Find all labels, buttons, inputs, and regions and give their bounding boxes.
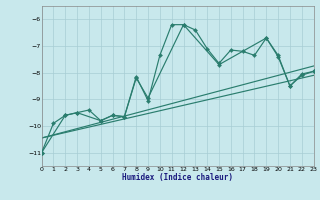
X-axis label: Humidex (Indice chaleur): Humidex (Indice chaleur): [122, 173, 233, 182]
